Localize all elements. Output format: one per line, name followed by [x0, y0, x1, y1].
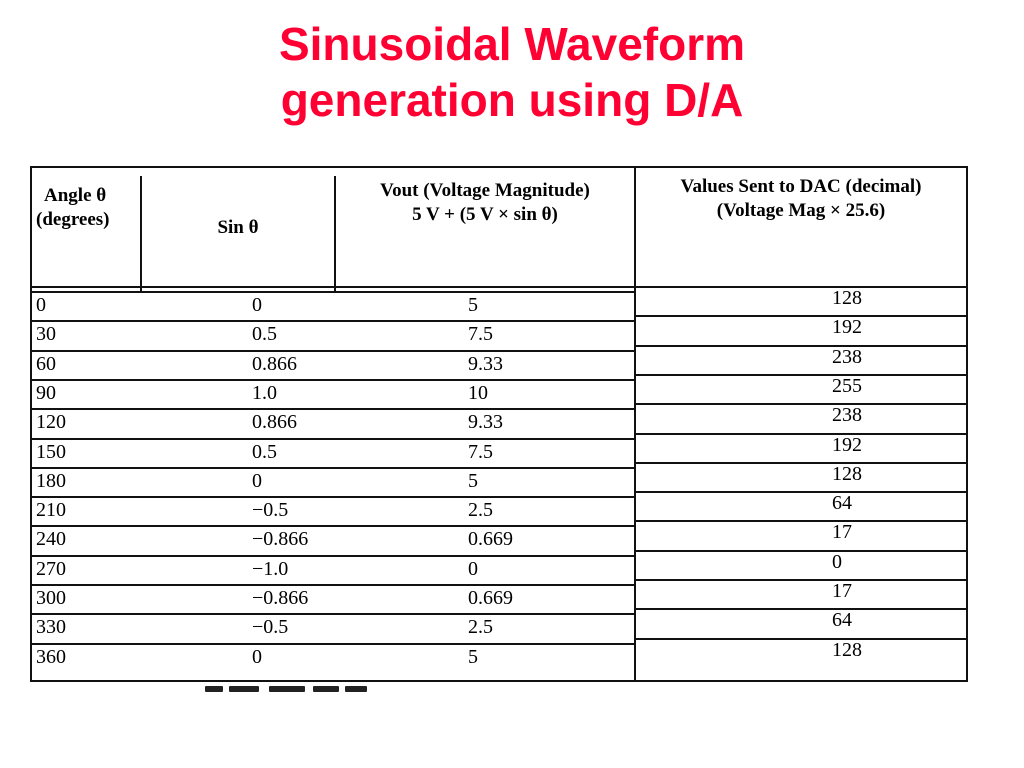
title-line-2: generation using D/A — [280, 74, 744, 126]
row-separator — [636, 520, 966, 523]
cell-vout: 7.5 — [468, 440, 493, 463]
cell-angle: 150 — [36, 440, 66, 463]
cell-angle: 120 — [36, 411, 66, 434]
header-angle-line-1: Angle θ — [44, 185, 107, 206]
cell-vout: 2.5 — [468, 499, 493, 522]
header-divider-1 — [140, 176, 142, 292]
cell-angle: 60 — [36, 352, 56, 375]
cell-sin: 0.5 — [252, 440, 277, 463]
cell-dac: 255 — [832, 374, 862, 397]
cell-dac: 128 — [832, 462, 862, 485]
cell-angle: 300 — [36, 587, 66, 609]
row-separator — [636, 491, 966, 494]
row-separator — [32, 378, 634, 381]
cell-dac: 64 — [832, 609, 852, 632]
row-separator — [636, 637, 966, 640]
cell-angle: 360 — [36, 645, 66, 668]
row-separator — [32, 291, 634, 293]
row-separator — [32, 496, 634, 499]
cell-dac: 192 — [832, 316, 862, 339]
row-separator — [636, 608, 966, 611]
header-vout: Vout (Voltage Magnitude) 5 V + (5 V × si… — [336, 179, 634, 227]
cell-sin: −0.866 — [252, 587, 309, 609]
cell-vout: 5 — [468, 469, 478, 492]
header-angle: Angle θ (degrees) — [36, 184, 136, 232]
title-line-1: Sinusoidal Waveform — [278, 18, 746, 70]
cell-dac: 238 — [832, 345, 862, 368]
row-separator — [32, 466, 634, 469]
header-separator — [32, 286, 966, 288]
cell-sin: −0.5 — [252, 499, 289, 522]
row-separator — [32, 642, 634, 645]
slide-title: Sinusoidal Waveform generation using D/A — [0, 16, 1024, 128]
cell-sin: 0.866 — [252, 411, 297, 434]
cell-vout: 10 — [468, 381, 488, 404]
row-separator — [636, 549, 966, 552]
header-dac-line-1: Values Sent to DAC (decimal) — [680, 176, 922, 197]
cell-angle: 330 — [36, 616, 66, 639]
cell-angle: 240 — [36, 528, 66, 551]
row-separator — [32, 584, 634, 586]
row-separator — [636, 344, 966, 347]
header-divider-3 — [634, 168, 636, 682]
row-separator — [32, 349, 634, 352]
cell-angle: 0 — [36, 294, 46, 316]
row-separator — [32, 613, 634, 616]
cell-vout: 0.669 — [468, 528, 513, 551]
sine-dac-table: Angle θ (degrees) Sin θ Vout (Voltage Ma… — [30, 166, 968, 682]
row-separator — [636, 315, 966, 318]
header-divider-2 — [334, 176, 336, 292]
cell-sin: 1.0 — [252, 381, 277, 404]
row-separator — [636, 286, 966, 288]
cell-sin: 0 — [252, 469, 262, 492]
row-separator — [636, 461, 966, 464]
header-angle-line-2: (degrees) — [36, 209, 110, 230]
header-dac-line-2: (Voltage Mag × 25.6) — [716, 200, 886, 221]
cell-dac: 17 — [832, 580, 852, 602]
header-dac: Values Sent to DAC (decimal) (Voltage Ma… — [636, 175, 966, 223]
cell-sin: −0.5 — [252, 616, 289, 639]
cell-vout: 9.33 — [468, 411, 503, 434]
row-separator — [32, 554, 634, 557]
cropped-caption-fragment — [205, 683, 385, 693]
cell-dac: 0 — [832, 550, 842, 573]
cell-sin: −1.0 — [252, 557, 289, 580]
cell-dac: 192 — [832, 433, 862, 456]
row-separator — [636, 373, 966, 376]
cell-dac: 64 — [832, 492, 852, 515]
cell-angle: 30 — [36, 323, 56, 346]
row-separator — [636, 432, 966, 435]
cell-vout: 0 — [468, 557, 478, 580]
header-sin: Sin θ — [142, 216, 334, 240]
cell-dac: 128 — [832, 638, 862, 661]
row-separator — [32, 408, 634, 411]
cell-sin: 0 — [252, 645, 262, 668]
cell-angle: 270 — [36, 557, 66, 580]
cell-vout: 0.669 — [468, 587, 513, 609]
row-separator — [32, 320, 634, 323]
row-separator — [32, 437, 634, 440]
row-separator — [636, 403, 966, 406]
cell-vout: 7.5 — [468, 323, 493, 346]
row-separator — [32, 525, 634, 528]
cell-dac: 128 — [832, 287, 862, 309]
header-vout-line-1: Vout (Voltage Magnitude) — [380, 180, 590, 201]
cell-angle: 90 — [36, 381, 56, 404]
cell-sin: 0.5 — [252, 323, 277, 346]
cell-sin: 0.866 — [252, 352, 297, 375]
cell-vout: 2.5 — [468, 616, 493, 639]
cell-vout: 5 — [468, 294, 478, 316]
cell-sin: 0 — [252, 294, 262, 316]
cell-angle: 210 — [36, 499, 66, 522]
cell-sin: −0.866 — [252, 528, 309, 551]
header-sin-label: Sin θ — [217, 217, 259, 238]
cell-vout: 9.33 — [468, 352, 503, 375]
cell-dac: 17 — [832, 521, 852, 544]
header-vout-line-2: 5 V + (5 V × sin θ) — [412, 204, 558, 225]
cell-dac: 238 — [832, 404, 862, 427]
cell-angle: 180 — [36, 469, 66, 492]
cell-vout: 5 — [468, 645, 478, 668]
row-separator — [636, 579, 966, 581]
